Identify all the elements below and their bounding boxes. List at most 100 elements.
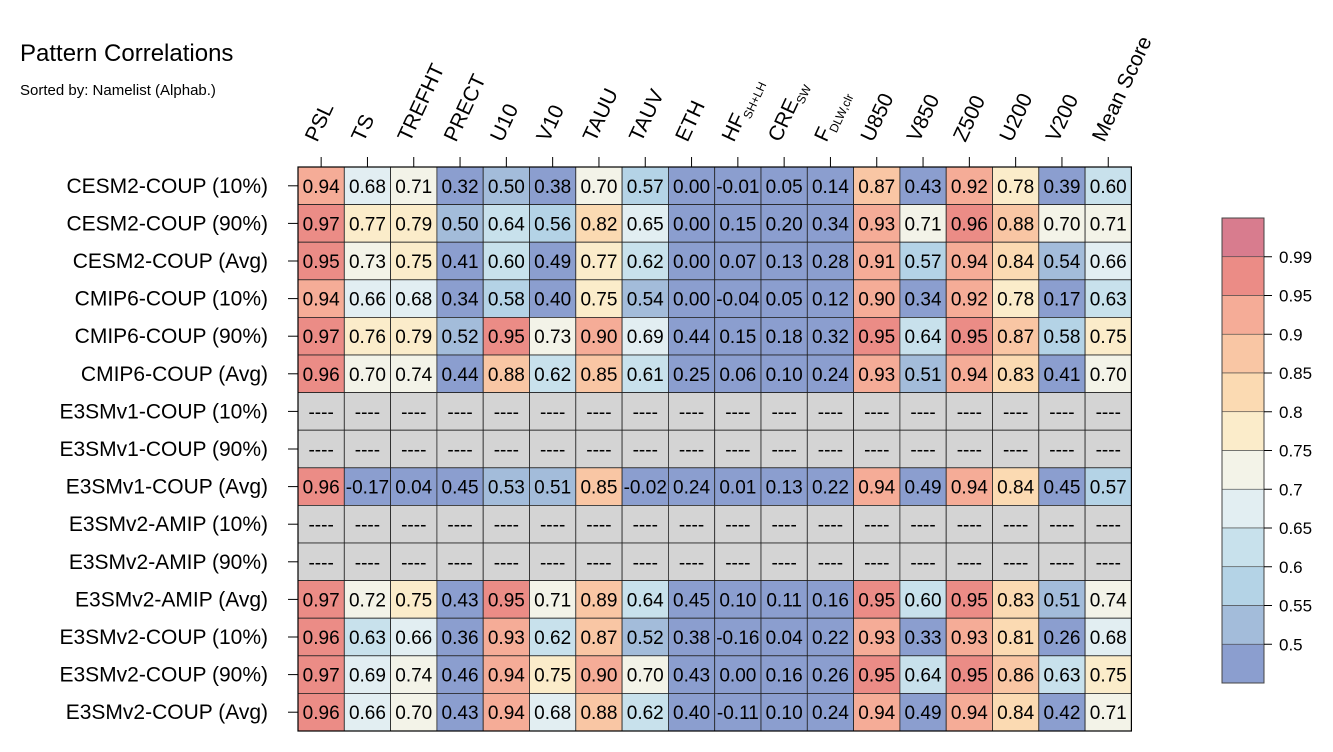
cell-value-label: ----: [771, 440, 796, 461]
colorbar-segment: [1221, 295, 1265, 335]
cell-value-label: 0.32: [442, 177, 479, 198]
cell-value-label: 0.66: [1090, 252, 1127, 273]
cell-value-label: ----: [957, 440, 982, 461]
cell-value-label: 0.94: [488, 666, 525, 687]
cell-value-label: 0.96: [303, 628, 340, 649]
cell-value-label: ----: [679, 515, 704, 536]
cell-value-label: 0.10: [766, 365, 803, 386]
heatmap-cell: [575, 392, 623, 431]
cell-value-label: ----: [725, 402, 750, 423]
cell-value-label: 0.91: [858, 252, 895, 273]
cell-value-label: 0.56: [534, 214, 571, 235]
row-label: CMIP6-COUP (Avg): [81, 363, 268, 386]
colorbar-label: 0.5: [1279, 635, 1303, 654]
cell-value-label: 0.74: [1090, 590, 1127, 611]
cell-value-label: 0.00: [673, 214, 710, 235]
cell-value-label: 0.95: [858, 590, 895, 611]
heatmap-cell: [482, 204, 530, 243]
cell-value-label: 0.28: [812, 252, 849, 273]
cell-value-label: ----: [494, 440, 519, 461]
cell-value-label: 0.43: [442, 703, 479, 724]
cell-value-label: ----: [679, 553, 704, 574]
cell-value-label: 0.94: [951, 478, 988, 499]
cell-value-label: 0.93: [951, 628, 988, 649]
heatmap-cell: [343, 580, 391, 619]
heatmap-cell: [621, 279, 669, 318]
cell-value-label: 0.10: [719, 590, 756, 611]
heatmap-cell: [945, 504, 993, 544]
cell-value-label: 0.87: [858, 177, 895, 198]
cell-value-label: 0.58: [488, 290, 525, 311]
cell-value-label: ----: [447, 440, 472, 461]
cell-value-label: 0.01: [719, 478, 756, 499]
heatmap-cell: [343, 392, 391, 431]
cell-value-label: ----: [308, 553, 333, 574]
cell-value-label: 0.88: [580, 703, 617, 724]
cell-value-label: 0.97: [303, 327, 340, 348]
heatmap-cell: [853, 392, 901, 431]
heatmap-cell: [668, 617, 716, 657]
heatmap-cell: [1084, 504, 1132, 544]
cell-value-label: ----: [308, 515, 333, 536]
column-label: V10: [532, 102, 569, 146]
heatmap-cell: [668, 392, 716, 431]
cell-value-label: 0.96: [303, 478, 340, 499]
cell-value-label: ----: [633, 553, 658, 574]
cell-value-label: 0.95: [951, 327, 988, 348]
cell-value-label: 0.00: [673, 177, 710, 198]
heatmap-cell: [297, 166, 345, 205]
cell-value-label: 0.69: [627, 327, 664, 348]
heatmap-cell: [899, 204, 947, 243]
cell-value-label: 0.68: [1090, 628, 1127, 649]
heatmap-cell: [297, 617, 345, 657]
heatmap-cell: [668, 354, 716, 393]
cell-value-label: 0.94: [951, 365, 988, 386]
heatmap-cell: [297, 655, 345, 694]
cell-value-label: 0.64: [627, 590, 664, 611]
heatmap-cell: [529, 655, 577, 694]
cell-value-label: 0.60: [905, 590, 942, 611]
heatmap-cell: [714, 655, 762, 694]
heatmap-cell: [297, 580, 345, 619]
heatmap-cell: [806, 354, 854, 393]
cell-value-label: 0.34: [812, 214, 849, 235]
column-label: HFSH+LH: [718, 75, 770, 147]
colorbar-segment: [1221, 450, 1265, 490]
heatmap-cell: [482, 354, 530, 393]
heatmap-cell: [575, 166, 623, 205]
heatmap-cell: [575, 279, 623, 318]
heatmap-cell: [1084, 429, 1132, 469]
cell-value-label: ----: [771, 553, 796, 574]
colorbar-segment: [1221, 411, 1265, 451]
heatmap-cell: [899, 504, 947, 544]
cell-value-label: 0.94: [858, 703, 895, 724]
cell-value-label: 0.70: [1043, 214, 1080, 235]
cell-value-label: 0.96: [303, 703, 340, 724]
cell-value-label: ----: [910, 402, 935, 423]
cell-value-label: ----: [1049, 440, 1074, 461]
column-label: TAUU: [579, 85, 623, 145]
row-label: E3SMv1-COUP (10%): [59, 400, 268, 423]
colorbar-segment: [1221, 605, 1265, 645]
cell-value-label: 0.04: [395, 478, 432, 499]
column-label: Mean Score: [1088, 33, 1157, 145]
cell-value-label: 0.79: [395, 214, 432, 235]
heatmap-cell: [343, 354, 391, 393]
cell-value-label: 0.64: [488, 214, 525, 235]
heatmap-cell: [1038, 316, 1086, 356]
cell-value-label: 0.71: [1090, 214, 1127, 235]
cell-value-label: 0.92: [951, 290, 988, 311]
heatmap-cell: [760, 354, 808, 393]
cell-value-label: 0.96: [951, 214, 988, 235]
heatmap-cell: [853, 655, 901, 694]
heatmap-cell: [806, 241, 854, 281]
colorbar-segment: [1221, 488, 1265, 529]
cell-value-label: 0.84: [997, 703, 1034, 724]
cell-value-label: 0.49: [905, 478, 942, 499]
cell-value-label: 0.97: [303, 590, 340, 611]
heatmap-cell: [853, 204, 901, 243]
cell-value-label: 0.07: [719, 252, 756, 273]
heatmap-cell: [297, 316, 345, 356]
cell-value-label: 0.95: [858, 327, 895, 348]
cell-value-label: ----: [586, 440, 611, 461]
